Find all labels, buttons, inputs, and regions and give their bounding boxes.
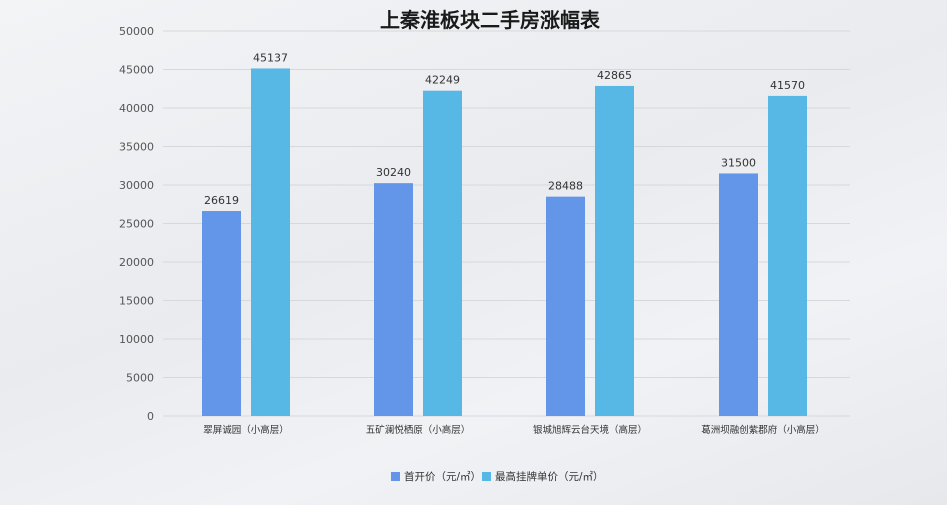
- chart-title: 上秦淮板块二手房涨幅表: [380, 8, 601, 32]
- x-tick-label: 葛洲坝融创紫郡府（小高层）: [701, 424, 825, 436]
- bar-series-2: [423, 90, 462, 416]
- y-tick-label: 40000: [119, 102, 154, 115]
- y-tick-label: 20000: [119, 256, 154, 269]
- x-tick-label: 翠屏诚园（小高层）: [203, 424, 289, 436]
- bar-series-1: [374, 183, 413, 416]
- y-tick-label: 10000: [119, 333, 154, 346]
- legend-entry: 最高挂牌单价（元/㎡）: [495, 470, 604, 483]
- data-label: 45137: [253, 51, 288, 64]
- data-label: 42249: [425, 74, 460, 87]
- y-axis: 0 5000 10000 15000 20000 25000 30000 35000 40000…: [119, 25, 154, 423]
- bar-series-1: [546, 196, 585, 416]
- data-label: 28488: [548, 180, 583, 193]
- x-tick-label: 五矿澜悦栖原（小高层）: [366, 424, 471, 436]
- bar-series-2: [595, 85, 634, 416]
- x-axis: 翠屏诚园（小高层） 五矿澜悦栖原（小高层） 银城旭辉云台天境（高层） 葛洲坝融创紫郡府…: [203, 424, 825, 436]
- y-tick-label: 50000: [119, 25, 154, 38]
- data-label: 30240: [376, 166, 411, 179]
- y-tick-label: 0: [147, 410, 154, 423]
- y-tick-label: 15000: [119, 295, 154, 308]
- bars: 26619 45137 30240 42249 28488 42865 31500 41570: [202, 51, 807, 416]
- data-label: 42865: [597, 69, 632, 82]
- bar-series-1: [202, 211, 241, 416]
- data-label: 31500: [721, 156, 756, 169]
- y-tick-label: 30000: [119, 179, 154, 192]
- legend: 首开价（元/㎡） 最高挂牌单价（元/㎡）: [391, 470, 604, 483]
- legend-entry: 首开价（元/㎡）: [404, 470, 481, 483]
- bar-series-2: [251, 68, 290, 416]
- data-label: 26619: [204, 194, 239, 207]
- bar-series-1: [719, 173, 758, 416]
- legend-swatch: [482, 472, 491, 481]
- y-tick-label: 5000: [126, 372, 154, 385]
- y-tick-label: 25000: [119, 218, 154, 231]
- legend-swatch: [391, 472, 400, 481]
- y-tick-label: 35000: [119, 141, 154, 154]
- x-tick-label: 银城旭辉云台天境（高层）: [533, 424, 647, 436]
- data-label: 41570: [770, 79, 805, 92]
- y-tick-label: 45000: [119, 64, 154, 77]
- bar-series-2: [768, 95, 807, 416]
